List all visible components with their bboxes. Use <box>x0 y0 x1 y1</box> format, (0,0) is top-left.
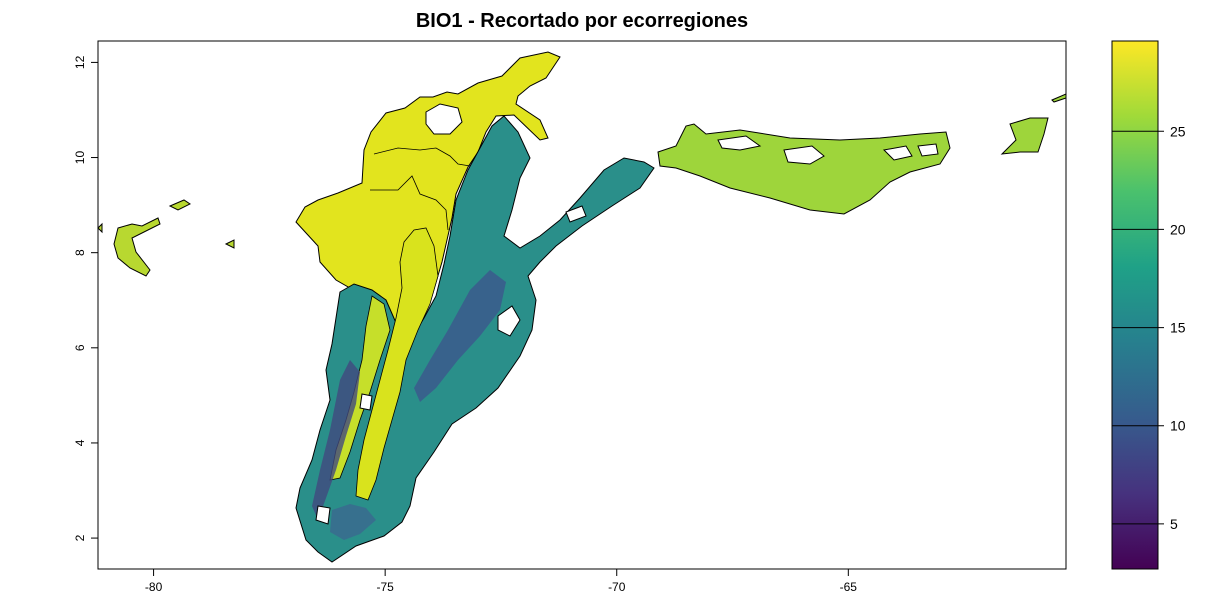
panama-fragment <box>113 217 161 277</box>
legend-tick-label: 20 <box>1170 221 1186 237</box>
coast-lake-4 <box>917 143 939 157</box>
legend-tick-label: 10 <box>1170 418 1186 434</box>
x-tick-label: -80 <box>145 580 163 594</box>
magdalena-valley-region <box>355 227 439 501</box>
y-axis: 2 4 6 8 10 12 <box>73 55 98 541</box>
legend-ticks: 5 10 15 20 25 <box>1112 123 1186 532</box>
coast-lake-2 <box>783 145 825 165</box>
legend-tick-label: 25 <box>1170 123 1186 139</box>
southern-peak-cutout <box>315 505 331 525</box>
venezuelan-coast-region <box>657 123 951 215</box>
coast-lake-3 <box>882 145 913 161</box>
y-tick-label: 6 <box>73 344 87 351</box>
legend-tick-label: 15 <box>1170 320 1186 336</box>
coast-lake-1 <box>717 135 762 151</box>
sierra-nevada-cutout <box>425 103 463 135</box>
x-tick-label: -75 <box>376 580 394 594</box>
map-panel <box>97 51 1067 563</box>
x-axis: -80 -75 -70 -65 <box>145 569 857 594</box>
ecoregion-border-1 <box>373 147 471 167</box>
trinidad-region <box>1000 117 1049 155</box>
x-tick-label: -70 <box>608 580 626 594</box>
color-legend: 5 10 15 20 25 <box>1111 40 1186 570</box>
map-title: BIO1 - Recortado por ecorregiones <box>415 10 749 32</box>
y-tick-label: 12 <box>73 55 87 69</box>
central-peak-cutout <box>359 393 373 411</box>
tobago-region <box>1051 93 1067 103</box>
y-tick-label: 8 <box>73 249 87 256</box>
plot-frame <box>97 40 1067 570</box>
y-tick-label: 2 <box>73 534 87 541</box>
merida-peak-cutout <box>565 205 587 223</box>
eastern-cordillera-highland <box>414 270 506 402</box>
legend-colorbar <box>1111 40 1159 570</box>
y-tick-label: 10 <box>73 151 87 165</box>
eastern-peak-cutout <box>497 305 521 337</box>
y-tick-label: 4 <box>73 439 87 446</box>
ecoregion-border-2 <box>370 175 449 231</box>
x-tick-label: -65 <box>840 580 858 594</box>
central-cordillera-highland <box>312 360 360 520</box>
panama-islet-1 <box>168 199 191 211</box>
panama-islet-3 <box>97 222 103 234</box>
legend-tick-label: 5 <box>1170 516 1178 532</box>
southern-andes-highland <box>330 504 376 540</box>
panama-islet-2 <box>224 239 235 249</box>
